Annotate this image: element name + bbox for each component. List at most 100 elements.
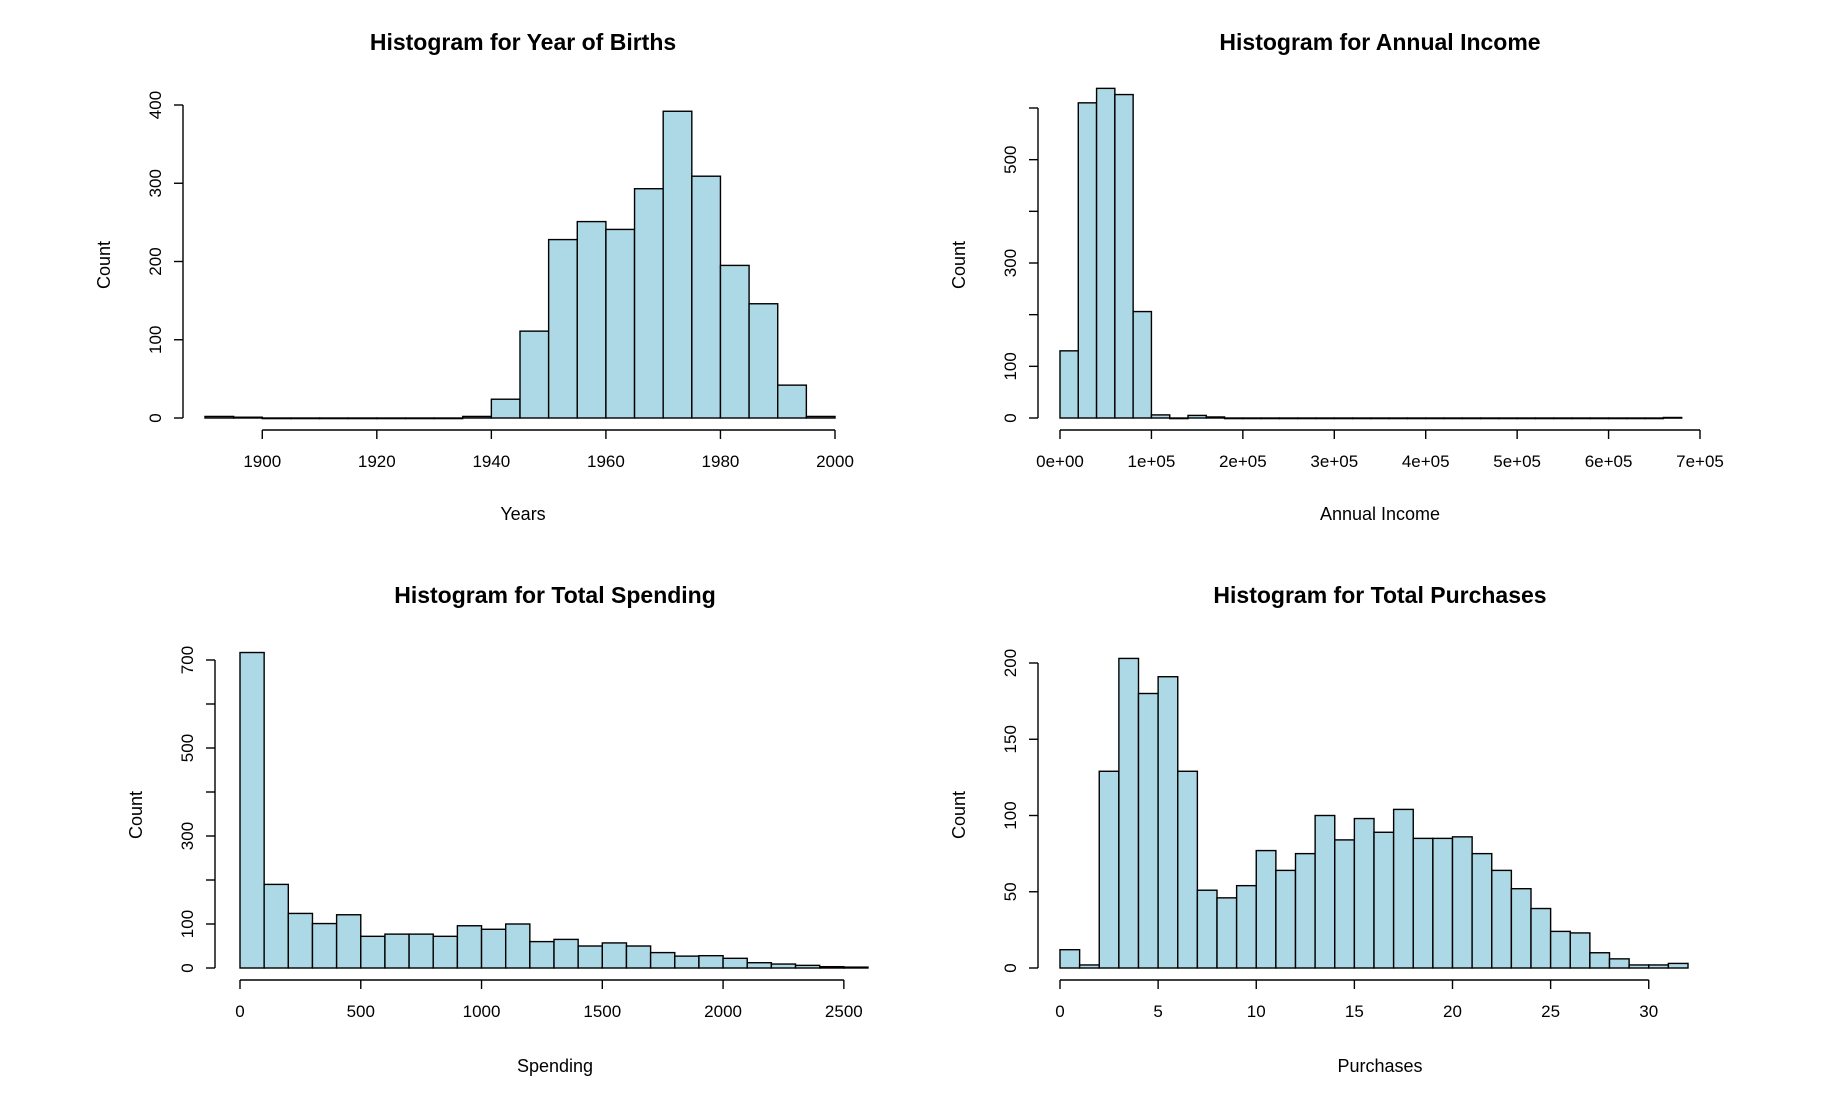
chart-title: Histogram for Annual Income (1219, 29, 1540, 55)
x-tick-label: 3e+05 (1310, 452, 1358, 471)
x-tick-label: 1920 (358, 452, 396, 471)
histogram-bar (1479, 417, 1500, 420)
histogram-bar (335, 914, 362, 969)
histogram-bar (462, 415, 493, 419)
histogram-bar (649, 951, 676, 969)
panel-annual-income: Histogram for Annual Income Annual Incom… (949, 29, 1724, 524)
histogram-bar (1223, 417, 1244, 420)
histogram-bar (1667, 962, 1689, 969)
y-tick-label: 0 (178, 963, 197, 972)
histogram-bar (1334, 839, 1356, 969)
histogram-bar (1498, 417, 1518, 420)
histogram-bar (748, 303, 779, 419)
histogram-bar (1137, 692, 1159, 969)
x-tick-label: 0 (1055, 1002, 1064, 1021)
x-tick-label: 2000 (816, 452, 854, 471)
histogram-bar (1294, 852, 1316, 969)
chart-title: Histogram for Total Spending (394, 582, 716, 608)
y-axis-label: Count (126, 791, 146, 839)
histogram-bar (777, 384, 808, 419)
histogram-bar (843, 966, 869, 969)
x-tick-label: 1900 (243, 452, 281, 471)
histogram-bar (1589, 952, 1611, 969)
x-tick-label: 0 (235, 1002, 244, 1021)
y-tick-label: 200 (146, 247, 165, 275)
histogram-bar (287, 912, 314, 969)
histogram-bar (1571, 417, 1591, 420)
histogram-bar (1255, 849, 1277, 969)
histogram-bar (311, 922, 338, 969)
panel-total-purchases: Histogram for Total Purchases Purchases … (949, 582, 1689, 1076)
x-tick-label: 2000 (704, 1002, 742, 1021)
histogram-bar (232, 416, 263, 419)
x-tick-label: 2e+05 (1219, 452, 1267, 471)
histogram-bar (674, 955, 700, 969)
histogram-bar (519, 330, 550, 419)
x-tick-label: 5e+05 (1493, 452, 1541, 471)
panel-total-spending: Histogram for Total Spending Spending Co… (126, 582, 869, 1076)
histogram-bar (1150, 414, 1171, 419)
histogram-bar (1553, 417, 1573, 420)
histogram-bar (1412, 837, 1434, 969)
histogram-bar (1132, 310, 1153, 419)
histogram-bar (1626, 417, 1646, 420)
histogram-bar (1662, 416, 1683, 419)
histogram-bar (1095, 87, 1116, 419)
y-tick-label: 500 (178, 734, 197, 762)
plot-area: 1900 1920 1940 1960 1980 2000 0 100 200 300 400 (146, 91, 854, 471)
histogram-bar (1491, 869, 1513, 969)
histogram-bar (480, 928, 507, 969)
y-tick-label: 100 (146, 326, 165, 354)
x-tick-label: 1500 (583, 1002, 621, 1021)
histogram-bar (1589, 417, 1610, 420)
x-tick-label: 6e+05 (1585, 452, 1633, 471)
histogram-bar (1406, 417, 1427, 420)
histogram-bar (1187, 414, 1207, 419)
x-tick-label: 1e+05 (1128, 452, 1176, 471)
y-tick-label: 100 (1001, 801, 1020, 829)
histogram-bar (805, 415, 836, 419)
x-axis-label: Annual Income (1320, 504, 1440, 524)
chart-title: Histogram for Year of Births (370, 29, 676, 55)
x-tick-label: 1000 (463, 1002, 501, 1021)
y-tick-label: 700 (178, 646, 197, 674)
x-tick-label: 4e+05 (1402, 452, 1450, 471)
y-tick-label: 300 (146, 169, 165, 197)
histogram-bar (1196, 889, 1218, 969)
histogram-bar (404, 417, 435, 420)
histogram-bar (625, 945, 652, 969)
histogram-bar (698, 954, 724, 969)
x-axis-label: Purchases (1337, 1056, 1422, 1076)
x-axis-label: Spending (517, 1056, 593, 1076)
histogram-bar (318, 417, 349, 420)
x-tick-label: 1960 (587, 452, 625, 471)
histogram-bar (261, 417, 292, 420)
histogram-bar (1510, 888, 1532, 969)
histogram-bar (605, 228, 636, 419)
histogram-bar (722, 957, 748, 969)
histogram-bar (1471, 852, 1493, 969)
histogram-bar (1451, 836, 1473, 969)
histogram-bar (1443, 417, 1463, 420)
histogram-bar (1098, 770, 1120, 969)
histogram-bar (746, 962, 773, 969)
histogram-bar (1059, 949, 1081, 969)
y-tick-label: 200 (1001, 649, 1020, 677)
y-tick-label: 50 (1001, 882, 1020, 901)
y-tick-label: 0 (1001, 963, 1020, 972)
histogram-bar (1628, 964, 1650, 969)
x-tick-label: 10 (1247, 1002, 1266, 1021)
histogram-bar (1392, 808, 1414, 969)
histogram-bar (1242, 417, 1262, 420)
y-tick-label: 0 (1001, 413, 1020, 422)
histogram-bar (1275, 869, 1297, 969)
histogram-bar (504, 923, 531, 969)
histogram-bar (1235, 884, 1257, 969)
y-axis-label: Count (949, 791, 969, 839)
histogram-bar (1516, 417, 1537, 420)
histogram-bar (576, 220, 607, 419)
histogram-bar (263, 883, 290, 969)
y-tick-label: 100 (1001, 352, 1020, 380)
histogram-bar (408, 933, 434, 969)
histogram-bar (1157, 676, 1179, 969)
